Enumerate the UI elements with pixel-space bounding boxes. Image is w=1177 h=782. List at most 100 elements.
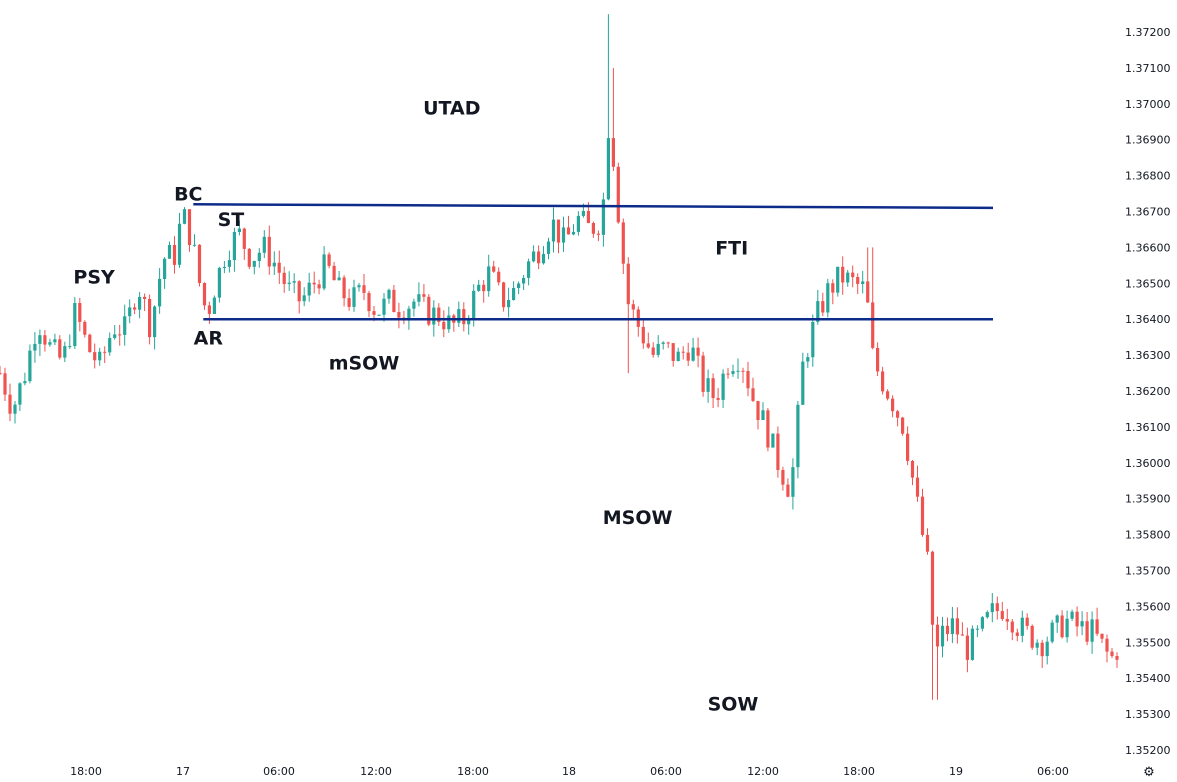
y-tick-label: 1.35600	[1125, 600, 1171, 613]
candle-body	[18, 383, 22, 405]
x-tick-label: 18:00	[457, 765, 489, 778]
annotation-label: FTI	[715, 238, 748, 260]
candle-body	[1020, 617, 1024, 636]
candle-body	[816, 301, 820, 322]
candle-body	[1025, 617, 1029, 626]
x-tick-label: 06:00	[263, 765, 295, 778]
candle-body	[676, 351, 680, 361]
x-tick-label: 18	[562, 765, 576, 778]
candle-body	[312, 282, 316, 285]
candle-body	[497, 271, 501, 283]
settings-gear-icon[interactable]: ⚙	[1143, 765, 1155, 780]
candle-body	[512, 288, 516, 300]
candle-body	[651, 347, 655, 355]
candle-body	[551, 219, 556, 242]
candle-body	[93, 352, 97, 361]
y-tick-label: 1.36100	[1125, 421, 1171, 434]
annotation-label: MSOW	[603, 507, 673, 529]
candle-body	[871, 302, 875, 348]
annotation-label: AR	[194, 327, 224, 349]
candle-body	[915, 477, 920, 497]
candle-body	[532, 251, 536, 262]
candle-body	[1030, 625, 1034, 648]
x-tick-label: 19	[949, 765, 963, 778]
candle-body	[292, 281, 296, 283]
candle-body	[277, 262, 281, 273]
candle-body	[626, 263, 630, 305]
candle-body	[128, 307, 132, 317]
candle-body	[33, 343, 37, 351]
y-tick-label: 1.35800	[1125, 529, 1171, 542]
candle-body	[1100, 633, 1104, 639]
candle-body	[482, 284, 486, 292]
candle-body	[985, 612, 989, 618]
candle-body	[427, 296, 431, 325]
range-level-line[interactable]	[193, 203, 994, 210]
candle-body	[232, 232, 236, 261]
candle-body	[950, 618, 954, 634]
candle-body	[821, 301, 825, 313]
candle-body	[197, 244, 202, 283]
candle-body	[596, 233, 600, 235]
candle-body	[68, 346, 72, 348]
candle-body	[616, 166, 620, 223]
candle-body	[407, 308, 411, 321]
candle-body	[252, 261, 256, 267]
annotation-label: BC	[174, 184, 202, 206]
candle-body	[681, 351, 685, 353]
candle-body	[342, 277, 346, 299]
candle-body	[492, 266, 496, 272]
candle-body	[721, 373, 725, 400]
candle-body	[1070, 611, 1074, 619]
candle-body	[1090, 619, 1094, 642]
candle-body	[118, 334, 122, 336]
candle-body	[781, 470, 785, 485]
candle-body	[546, 241, 551, 254]
candle-body	[1060, 615, 1064, 638]
candle-body	[541, 253, 546, 264]
candle-body	[851, 272, 855, 278]
candle-body	[881, 371, 885, 392]
candle-body	[387, 289, 391, 299]
candle-body	[686, 352, 690, 361]
candle-body	[217, 267, 221, 298]
x-tick-label: 18:00	[70, 765, 102, 778]
candle-body	[352, 287, 356, 307]
candle-body	[621, 222, 625, 264]
candle-body	[631, 304, 635, 310]
candle-body	[641, 326, 645, 344]
y-tick-label: 1.37000	[1125, 98, 1171, 111]
candle-body	[995, 603, 999, 612]
candle-body	[1010, 621, 1014, 633]
candle-body	[192, 244, 197, 246]
candle-body	[392, 289, 396, 312]
candle-body	[472, 290, 476, 320]
candle-body	[806, 357, 810, 362]
candle-body	[1065, 618, 1069, 638]
candle-body	[561, 227, 566, 243]
candle-body	[736, 370, 740, 372]
candle-body	[801, 361, 805, 405]
candle-body	[262, 236, 266, 253]
candle-body	[896, 411, 900, 418]
candle-body	[242, 228, 246, 249]
y-tick-label: 1.36200	[1125, 385, 1171, 398]
candle-body	[182, 209, 187, 224]
candle-body	[970, 628, 974, 660]
candle-body	[123, 316, 127, 335]
candle-body	[866, 281, 870, 303]
candle-body	[163, 258, 167, 279]
candle-body	[886, 391, 890, 399]
candle-body	[661, 342, 665, 344]
candle-body	[487, 266, 491, 292]
candle-body	[272, 262, 276, 267]
candle-body	[811, 322, 815, 358]
candle-body	[83, 321, 87, 335]
x-tick-label: 06:00	[650, 765, 682, 778]
candle-body	[591, 223, 595, 234]
candle-body	[796, 404, 800, 468]
candle-body	[965, 635, 969, 660]
candle-body	[711, 378, 715, 398]
candle-body	[1075, 611, 1079, 627]
